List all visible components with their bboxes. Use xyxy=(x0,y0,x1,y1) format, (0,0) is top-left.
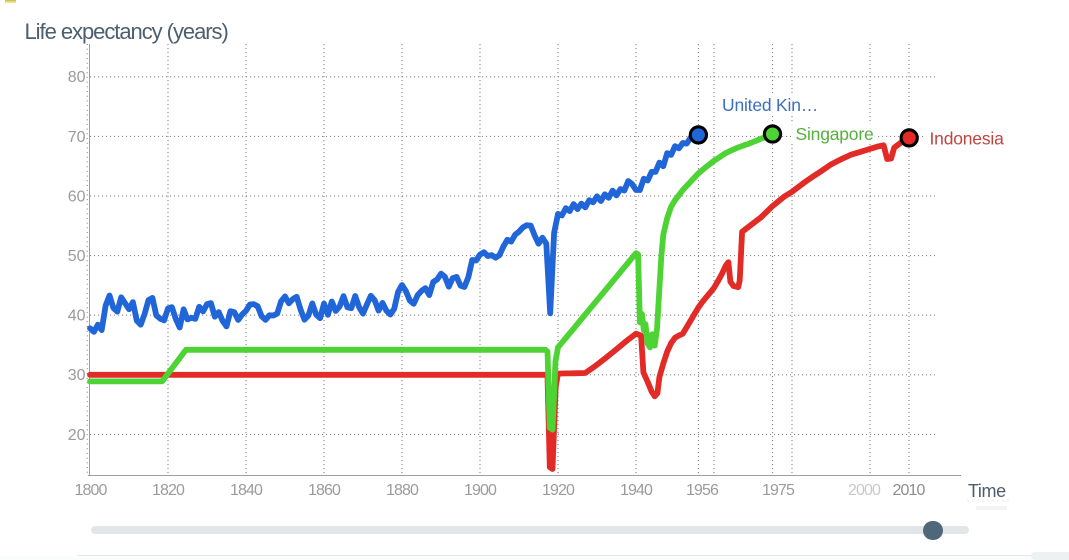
svg-text:50: 50 xyxy=(68,248,86,265)
svg-text:Singapore: Singapore xyxy=(796,124,874,144)
svg-text:Indonesia: Indonesia xyxy=(930,129,1005,149)
svg-text:2000: 2000 xyxy=(848,482,881,499)
svg-text:1940: 1940 xyxy=(620,482,653,499)
svg-text:80: 80 xyxy=(68,69,86,86)
svg-text:20: 20 xyxy=(68,427,86,444)
svg-text:United Kin…: United Kin… xyxy=(722,95,818,115)
svg-text:1800: 1800 xyxy=(75,482,108,499)
svg-text:1860: 1860 xyxy=(308,482,341,499)
svg-text:1920: 1920 xyxy=(542,482,575,499)
svg-text:30: 30 xyxy=(68,367,86,384)
svg-text:60: 60 xyxy=(68,188,86,205)
svg-text:1880: 1880 xyxy=(386,482,419,499)
svg-text:1900: 1900 xyxy=(464,482,497,499)
svg-text:70: 70 xyxy=(68,129,86,146)
svg-text:1820: 1820 xyxy=(152,482,185,499)
svg-text:1840: 1840 xyxy=(230,482,263,499)
svg-text:1975: 1975 xyxy=(762,482,795,499)
svg-text:1956: 1956 xyxy=(686,482,719,499)
svg-text:2010: 2010 xyxy=(893,482,926,499)
svg-text:40: 40 xyxy=(68,308,86,325)
